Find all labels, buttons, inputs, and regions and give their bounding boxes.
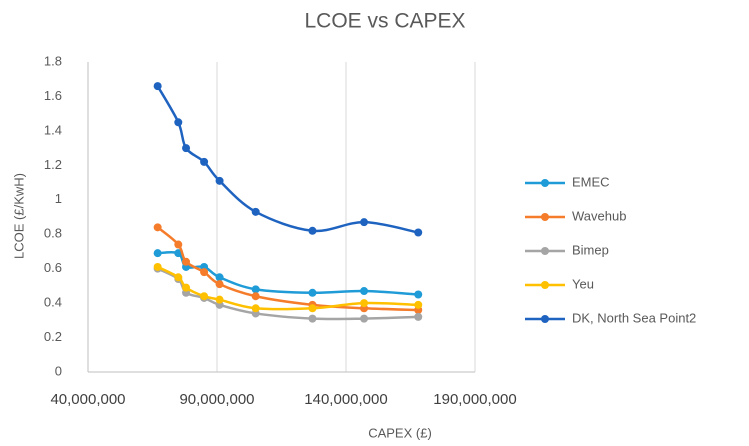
point	[153, 223, 162, 232]
point	[308, 288, 317, 297]
chart-title: LCOE vs CAPEX	[304, 10, 465, 33]
y-tick-label: 0.6	[44, 260, 62, 275]
point	[308, 226, 317, 235]
series-line	[156, 226, 419, 312]
point	[414, 300, 423, 309]
legend-label: Wavehub	[572, 208, 626, 223]
point	[174, 240, 183, 249]
point	[153, 82, 162, 91]
legend-label: EMEC	[572, 174, 610, 189]
point	[215, 176, 224, 185]
legend-marker	[541, 213, 549, 221]
y-tick-label: 1.4	[44, 122, 62, 137]
point	[174, 273, 183, 282]
x-tick-label: 190,000,000	[433, 391, 516, 408]
point	[360, 314, 369, 323]
y-axis-label: LCOE (£/KwH)	[11, 173, 26, 259]
x-tick-label: 40,000,000	[50, 391, 125, 408]
legend-label: Yeu	[572, 276, 594, 291]
point	[360, 287, 369, 296]
legend-marker	[541, 247, 549, 255]
point	[308, 304, 317, 313]
y-tick-label: 0.2	[44, 329, 62, 344]
point	[308, 314, 317, 323]
y-tick-label: 0.8	[44, 226, 62, 241]
point	[251, 292, 260, 301]
point	[182, 257, 191, 266]
point	[200, 268, 209, 277]
legend-label: Bimep	[572, 242, 609, 257]
point	[174, 118, 183, 127]
point	[153, 249, 162, 258]
legend-label: DK, North Sea Point2	[572, 310, 696, 325]
y-tick-label: 1.6	[44, 88, 62, 103]
point	[251, 207, 260, 216]
x-tick-label: 140,000,000	[304, 391, 387, 408]
point	[215, 295, 224, 304]
x-tick-label: 90,000,000	[179, 391, 254, 408]
point	[360, 299, 369, 308]
point	[414, 290, 423, 299]
point	[153, 262, 162, 271]
point	[414, 228, 423, 237]
point	[360, 218, 369, 227]
point	[200, 157, 209, 166]
point	[200, 292, 209, 301]
point	[414, 312, 423, 321]
x-axis-label: CAPEX (£)	[368, 425, 432, 440]
point	[251, 304, 260, 313]
legend-marker	[541, 315, 549, 323]
legend-marker	[541, 281, 549, 289]
y-tick-label: 1.8	[44, 53, 62, 68]
y-tick-label: 1.2	[44, 157, 62, 172]
legend-marker	[541, 179, 549, 187]
series-line	[156, 85, 419, 234]
point	[251, 285, 260, 294]
series-line	[157, 250, 419, 296]
y-tick-label: 0.4	[44, 295, 62, 310]
point	[182, 144, 191, 153]
point	[215, 273, 224, 282]
point	[215, 280, 224, 289]
y-tick-label: 0	[55, 363, 62, 378]
point	[182, 283, 191, 292]
y-tick-label: 1	[55, 191, 62, 206]
